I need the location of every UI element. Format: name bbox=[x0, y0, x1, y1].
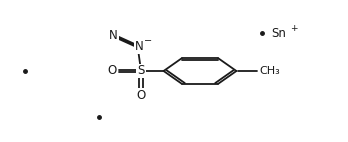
Text: Sn: Sn bbox=[271, 27, 286, 39]
Text: CH₃: CH₃ bbox=[259, 66, 280, 76]
Text: N: N bbox=[135, 40, 143, 53]
Text: +: + bbox=[290, 24, 298, 33]
Text: N: N bbox=[109, 29, 118, 42]
Text: −: − bbox=[144, 36, 152, 46]
Text: O: O bbox=[136, 89, 146, 102]
Text: O: O bbox=[108, 64, 117, 78]
Text: S: S bbox=[137, 64, 145, 78]
